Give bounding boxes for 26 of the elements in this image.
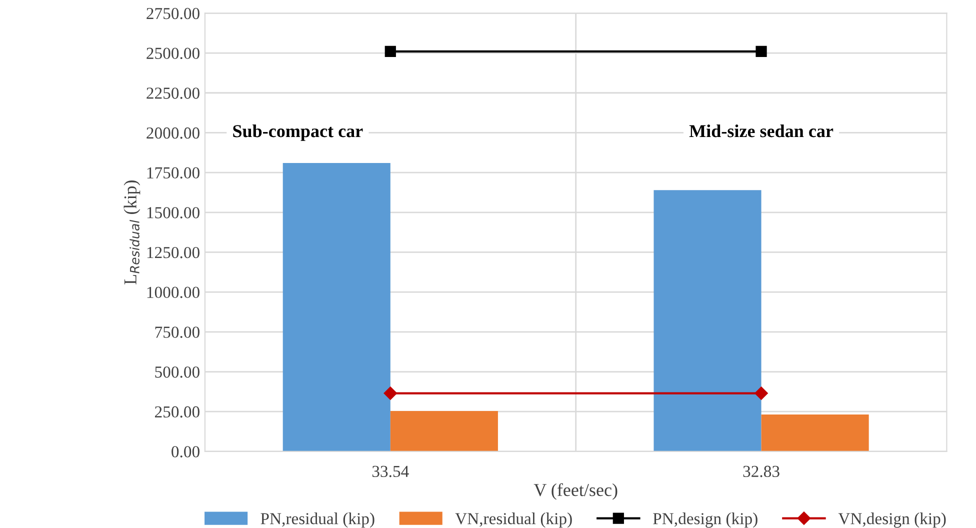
annotation: Sub-compact car bbox=[233, 124, 363, 141]
x-tick-label: 32.83 bbox=[743, 466, 780, 478]
y-tick-label: 0.00 bbox=[172, 446, 200, 458]
legend-label: VN,design (kip) bbox=[838, 512, 946, 528]
y-tick-label: 1000.00 bbox=[147, 286, 200, 298]
bar bbox=[654, 190, 762, 452]
y-tick-label: 2750.00 bbox=[146, 8, 200, 20]
y-tick-label: 2000.00 bbox=[146, 127, 200, 139]
bar bbox=[761, 414, 869, 452]
y-tick-label: 2250.00 bbox=[146, 88, 200, 99]
legend-label: VN,residual (kip) bbox=[455, 512, 572, 528]
y-tick-label: 250.00 bbox=[154, 406, 200, 418]
annotation: Mid-size sedan car bbox=[689, 124, 834, 138]
y-tick-label: 1250.00 bbox=[147, 246, 200, 258]
x-axis-title: V (feet/sec) bbox=[534, 483, 618, 500]
y-tick-label: 2500.00 bbox=[146, 48, 200, 60]
legend-label: PN,design (kip) bbox=[653, 512, 758, 528]
y-tick-label: 750.00 bbox=[155, 326, 200, 338]
y-tick-label: 1500.00 bbox=[147, 207, 200, 218]
y-axis-title: L$_{Residual}$ (kip) bbox=[124, 180, 140, 284]
legend-label: PN,residual (kip) bbox=[260, 512, 374, 528]
bar bbox=[282, 163, 390, 452]
y-tick-label: 1750.00 bbox=[147, 167, 200, 179]
x-tick-label: 33.54 bbox=[372, 466, 409, 478]
bar bbox=[390, 410, 498, 452]
y-tick-label: 500.00 bbox=[155, 366, 200, 378]
